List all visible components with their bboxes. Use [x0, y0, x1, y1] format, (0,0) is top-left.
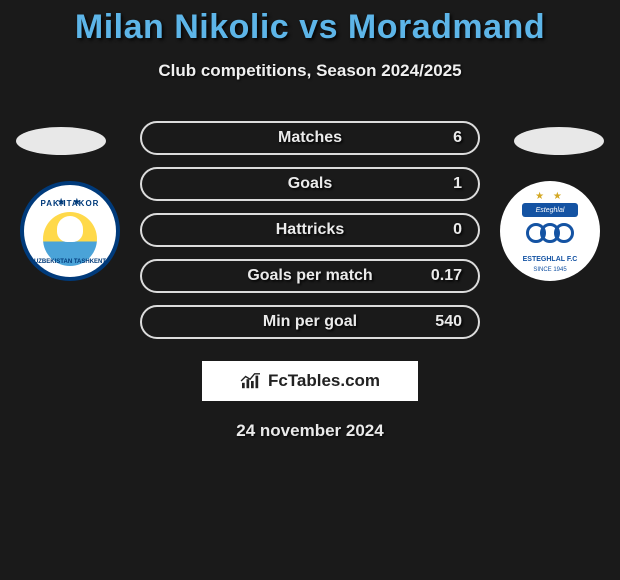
infographic-container: Milan Nikolic vs Moradmand Club competit… — [0, 0, 620, 441]
stat-value-right: 0 — [453, 221, 462, 239]
stat-value-right: 0.17 — [431, 267, 462, 285]
watermark-text: FcTables.com — [268, 371, 380, 391]
stat-row-goals-per-match: Goals per match 0.17 — [140, 259, 480, 293]
stat-label: Min per goal — [263, 313, 357, 331]
subtitle: Club competitions, Season 2024/2025 — [0, 61, 620, 81]
club-right-name: ESTEGHLAL F.C — [523, 256, 578, 263]
club-right-banner: Esteghlal — [522, 203, 578, 217]
club-logo-right: ★ ★ Esteghlal ESTEGHLAL F.C SINCE 1945 — [500, 181, 600, 281]
stat-rows: Matches 6 Goals 1 Hattricks 0 Goals per … — [140, 121, 480, 339]
stat-value-right: 540 — [435, 313, 462, 331]
date: 24 november 2024 — [0, 421, 620, 441]
player-ellipse-left — [16, 127, 106, 155]
stat-label: Hattricks — [276, 221, 344, 239]
watermark: FcTables.com — [202, 361, 418, 401]
club-left-subtext: UZBEKISTAN TASHKENT — [34, 259, 106, 265]
club-right-stars-icon: ★ ★ — [535, 191, 565, 202]
club-right-rings-icon — [529, 223, 571, 243]
stat-label: Goals — [288, 175, 332, 193]
stats-area: PAKHTAKOR ★ ★ UZBEKISTAN TASHKENT ★ ★ Es… — [0, 121, 620, 441]
club-left-emblem-icon — [43, 212, 97, 266]
stat-row-hattricks: Hattricks 0 — [140, 213, 480, 247]
club-logo-left: PAKHTAKOR ★ ★ UZBEKISTAN TASHKENT — [20, 181, 120, 281]
club-left-name: PAKHTAKOR — [41, 199, 100, 208]
player-ellipse-right — [514, 127, 604, 155]
stat-label: Matches — [278, 129, 342, 147]
club-right-year: SINCE 1945 — [533, 267, 566, 273]
page-title: Milan Nikolic vs Moradmand — [0, 8, 620, 47]
stat-value-right: 1 — [453, 175, 462, 193]
stat-row-goals: Goals 1 — [140, 167, 480, 201]
stat-row-min-per-goal: Min per goal 540 — [140, 305, 480, 339]
chart-icon — [240, 372, 262, 390]
stat-row-matches: Matches 6 — [140, 121, 480, 155]
stat-label: Goals per match — [247, 267, 372, 285]
stat-value-right: 6 — [453, 129, 462, 147]
